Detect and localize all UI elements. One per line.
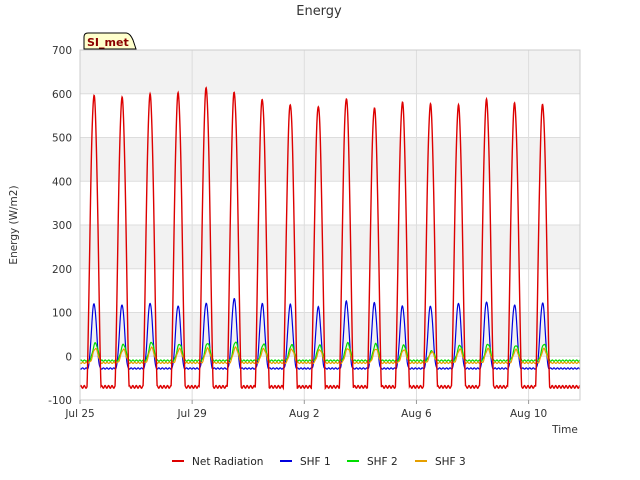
plot-band — [80, 50, 580, 94]
x-axis-ticks: Jul 25 Jul 29 Aug 2 Aug 6 Aug 10 — [64, 400, 547, 420]
y-tick-label: 0 — [65, 351, 72, 363]
legend: Net Radiation SHF 1 SHF 2 SHF 3 — [172, 456, 466, 468]
legend-label: SHF 2 — [367, 456, 398, 468]
site-badge-label: SI_met — [87, 36, 129, 49]
series-lines — [79, 86, 581, 391]
plot-background — [80, 50, 580, 400]
series-line-net-radiation — [79, 86, 581, 391]
plot-frame — [79, 49, 581, 401]
y-tick-label: 700 — [52, 45, 72, 57]
x-tick-label: Aug 10 — [510, 408, 547, 420]
y-axis-label: Energy (W/m2) — [8, 185, 20, 264]
y-tick-label: 600 — [52, 89, 72, 101]
y-tick-label: 100 — [52, 308, 72, 320]
legend-label: SHF 3 — [435, 456, 466, 468]
x-tick-label: Jul 29 — [176, 408, 206, 420]
legend-label: Net Radiation — [192, 456, 263, 468]
y-axis-ticks: -100 0 100 200 300 400 500 600 700 — [48, 45, 72, 407]
x-tick-label: Aug 2 — [289, 408, 320, 420]
y-tick-label: 400 — [52, 176, 72, 188]
plot-band — [80, 93, 580, 138]
y-tick-label: -100 — [48, 395, 72, 407]
series-line-shf-2 — [79, 341, 581, 363]
x-tick-label: Aug 6 — [401, 408, 432, 420]
x-tick-label: Jul 25 — [64, 408, 94, 420]
y-tick-label: 500 — [52, 133, 72, 145]
chart-title: Energy — [296, 4, 342, 19]
plot-band — [80, 137, 580, 182]
site-badge: SI_met — [83, 32, 137, 50]
y-tick-label: 200 — [52, 264, 72, 276]
x-axis-label: Time — [551, 424, 578, 436]
plot-band — [80, 225, 580, 269]
series-line-shf-1 — [79, 297, 581, 370]
plot-band — [80, 268, 580, 313]
plot-band — [80, 181, 580, 225]
series-line-shf-3 — [79, 346, 581, 365]
plot-band — [80, 312, 580, 357]
legend-label: SHF 1 — [300, 456, 331, 468]
y-tick-label: 300 — [52, 220, 72, 232]
